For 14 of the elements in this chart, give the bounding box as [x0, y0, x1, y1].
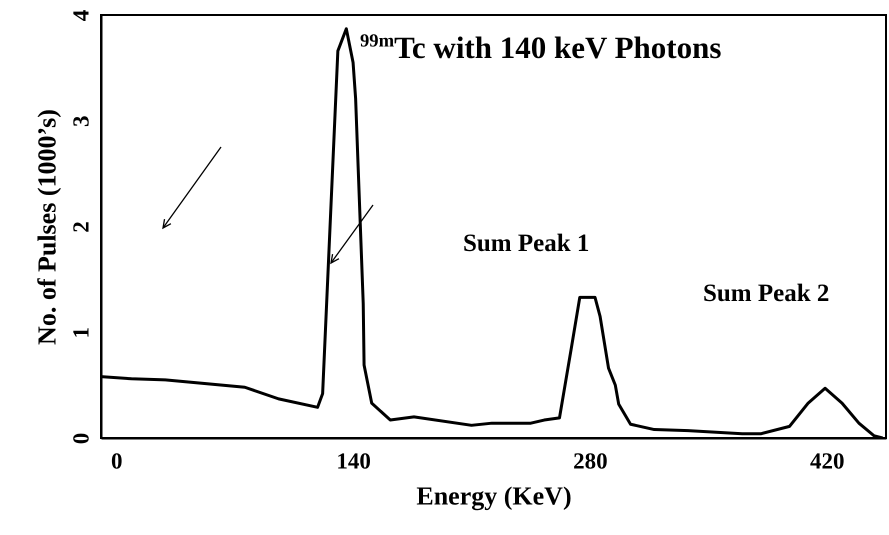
annotation: Sum Peak 1 [463, 230, 590, 258]
y-tick-label: 2 [68, 221, 94, 233]
x-tick-label: 0 [110, 448, 122, 474]
y-axis-title: No. of Pulses (1000’s) [32, 109, 62, 345]
y-tick-label: 0 [68, 432, 94, 444]
x-axis-title: Energy (KeV) [416, 482, 572, 510]
y-tick-label: 1 [68, 327, 94, 338]
x-tick-label: 420 [810, 448, 845, 474]
x-tick-label: 280 [573, 448, 608, 474]
annotation: $^{99m}$Tc with 140 keV Photons [360, 30, 722, 66]
x-tick-label: 140 [336, 448, 371, 474]
y-tick-label: 3 [68, 116, 94, 127]
y-tick-label: 4 [68, 9, 94, 22]
annotation: Sum Peak 2 [703, 280, 830, 308]
